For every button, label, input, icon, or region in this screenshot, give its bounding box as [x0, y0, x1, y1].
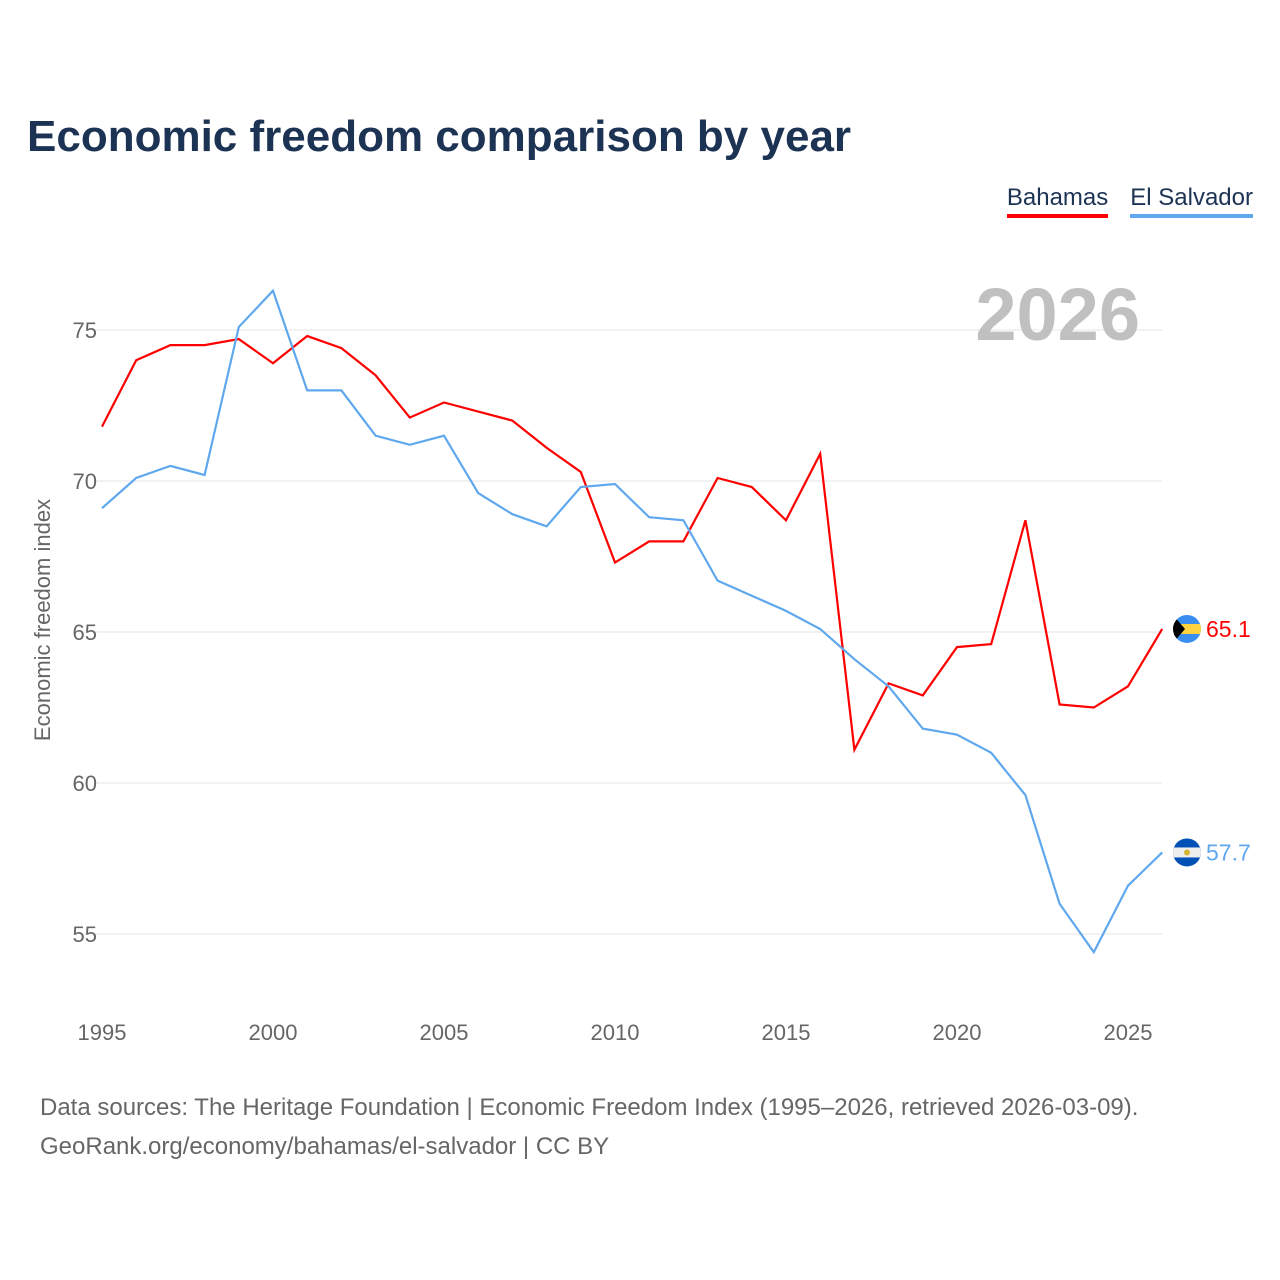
y-tick-label: 70 [73, 469, 97, 494]
x-tick-label: 2015 [762, 1020, 811, 1045]
y-tick-label: 75 [73, 318, 97, 343]
x-tick-label: 2005 [420, 1020, 469, 1045]
el-salvador-flag-icon [1173, 838, 1201, 867]
y-axis-label: Economic freedom index [30, 499, 55, 741]
footer: Data sources: The Heritage Foundation | … [40, 1088, 1138, 1166]
legend-bahamas[interactable]: Bahamas [1006, 184, 1109, 218]
chart-title: Economic freedom comparison by year [27, 112, 852, 161]
end-value-label: 57.7 [1206, 839, 1251, 865]
footer-sources: Data sources: The Heritage Foundation | … [40, 1094, 1139, 1121]
y-tick-label: 60 [73, 771, 97, 796]
series-line-bahamas [101, 334, 1164, 754]
legend-el-salvador[interactable]: El Salvador [1130, 184, 1253, 218]
legend: Bahamas El Salvador [1006, 184, 1253, 218]
x-tick-label: 2000 [249, 1020, 298, 1045]
series-line-el-salvador [101, 288, 1163, 955]
footer-link[interactable]: GeoRank.org/economy/bahamas/el-salvador … [40, 1133, 610, 1160]
end-value-label: 65.1 [1206, 616, 1251, 642]
bahamas-flag-icon [1173, 614, 1201, 643]
y-tick-label: 55 [73, 922, 97, 947]
y-tick-label: 65 [73, 620, 97, 645]
x-tick-label: 2025 [1104, 1020, 1153, 1045]
x-tick-label: 1995 [78, 1020, 127, 1045]
year-label: 2026 [975, 273, 1140, 356]
x-tick-label: 2020 [933, 1020, 982, 1045]
x-tick-label: 2010 [591, 1020, 640, 1045]
